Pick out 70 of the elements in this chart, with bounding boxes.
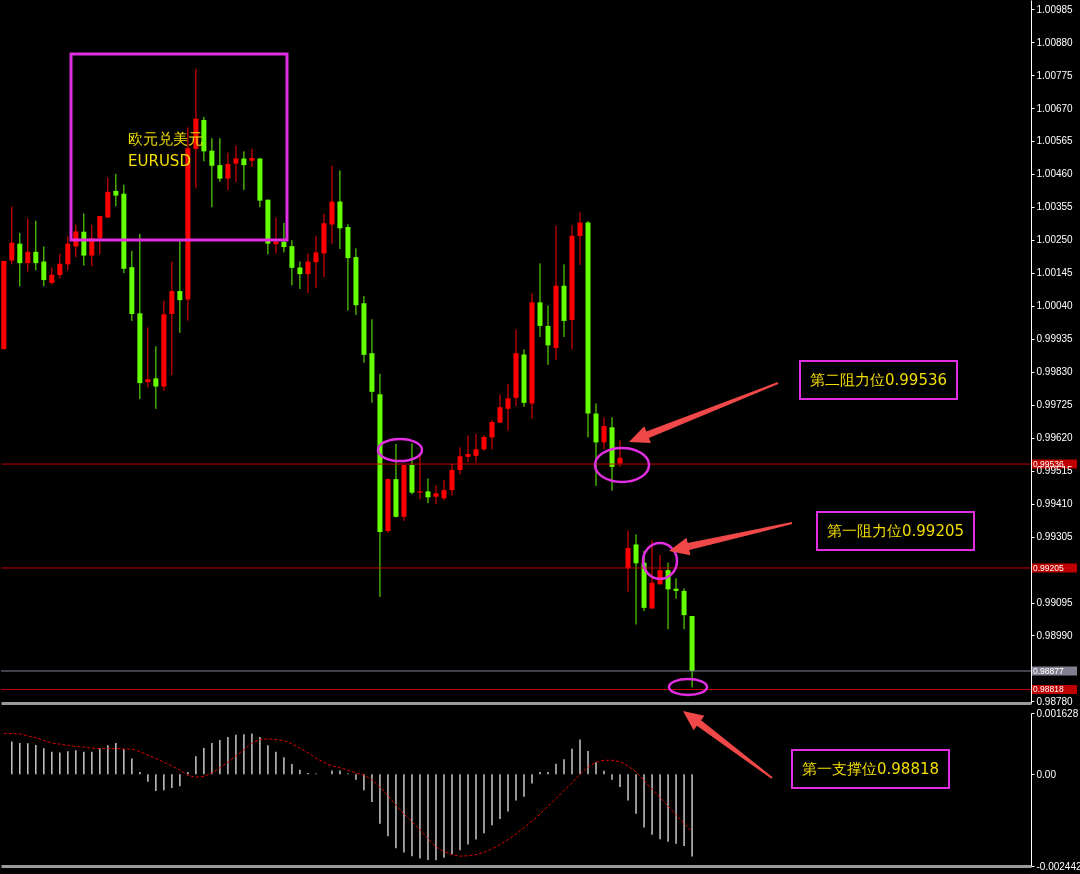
candlestick [537, 262, 543, 338]
candlestick [313, 235, 319, 289]
y-tick-label: 0.99305 [1036, 531, 1074, 543]
candlestick [33, 220, 39, 271]
candlestick [17, 232, 23, 287]
candlestick [225, 152, 231, 191]
annotation: 第二阻力位0.99536 [799, 360, 959, 400]
y-tick-label: 1.00145 [1036, 267, 1074, 279]
y-tick-label: 1.00880 [1036, 36, 1074, 48]
y-tick-label: 1.00985 [1036, 3, 1074, 15]
candlestick [25, 218, 31, 273]
candlestick [217, 137, 223, 183]
candlestick [153, 345, 159, 410]
y-tick-label: 0.99830 [1036, 366, 1074, 378]
y-tick-label: 0.00 [1036, 768, 1057, 780]
candlestick [601, 416, 607, 450]
y-tick-label: 1.00250 [1036, 234, 1074, 246]
candlestick [241, 150, 247, 191]
candlestick [9, 206, 15, 265]
candlestick [169, 261, 175, 376]
candlestick [577, 211, 583, 266]
annotation: 第一支撑位0.98818 [791, 749, 951, 789]
candlestick [97, 215, 103, 255]
y-tick-label: 1.00775 [1036, 69, 1074, 81]
line-series [3, 733, 693, 857]
candlestick [625, 530, 631, 593]
candlestick [41, 245, 47, 287]
candlestick [281, 222, 287, 253]
candlestick [249, 148, 255, 168]
candlestick [433, 484, 439, 505]
candlestick [465, 434, 471, 463]
candlestick [489, 419, 495, 450]
candlestick [545, 305, 551, 366]
candlestick [497, 393, 503, 424]
candlestick [65, 235, 71, 271]
candlestick [233, 145, 239, 183]
y-tick-label: 1.00040 [1036, 300, 1074, 312]
y-tick-label: 0.99725 [1036, 399, 1074, 411]
y-tick-label: 1.00460 [1036, 168, 1074, 180]
ref-line-label: 0.99205 [1033, 562, 1064, 573]
ref-line-label: 0.98877 [1033, 665, 1064, 676]
candlestick [57, 253, 63, 279]
candlestick [441, 479, 447, 501]
candlestick [425, 478, 431, 504]
candlestick [417, 454, 423, 500]
y-tick-label: 0.001628 [1036, 707, 1079, 719]
candlestick [633, 533, 639, 626]
ref-line-label: 0.98818 [1033, 684, 1064, 695]
y-tick-label: 0.98780 [1036, 695, 1074, 707]
annotation: 第一阻力位0.99205 [816, 511, 976, 551]
y-tick-label: 1.00565 [1036, 135, 1074, 147]
y-tick-label: 0.99410 [1036, 498, 1074, 510]
candlestick [113, 173, 119, 207]
candlestick [473, 433, 479, 464]
candlestick [449, 463, 455, 496]
candlestick [145, 326, 151, 388]
candlestick [329, 165, 335, 245]
y-tick-label: 1.00355 [1036, 201, 1074, 213]
candlestick [505, 383, 511, 432]
y-tick-label: 0.99935 [1036, 333, 1074, 345]
y-tick-label: 0.99095 [1036, 597, 1074, 609]
candlestick [289, 239, 295, 286]
y-tick-label: 0.98990 [1036, 629, 1074, 641]
y-tick-label: 1.00670 [1036, 102, 1074, 114]
candlestick [673, 577, 679, 600]
candlestick [297, 261, 303, 290]
y-tick-label: 0.99620 [1036, 432, 1074, 444]
candlestick [209, 137, 215, 208]
candlestick [305, 252, 311, 294]
candlestick [177, 239, 183, 334]
